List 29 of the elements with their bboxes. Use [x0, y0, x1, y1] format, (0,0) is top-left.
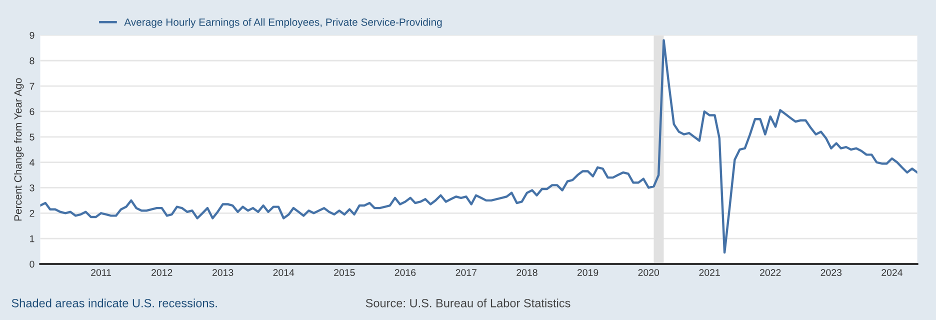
x-tick-label: 2021: [699, 269, 720, 276]
x-tick-label: 2013: [212, 269, 234, 276]
x-tick-label: 2019: [577, 269, 598, 276]
y-tick-label: 3: [30, 184, 34, 192]
x-tick-label: 2011: [91, 269, 112, 276]
source-note: Source: U.S. Bureau of Labor Statistics: [366, 298, 570, 308]
text: Shaded areas indicate U.S. recessions.: [12, 298, 217, 308]
y-tick-label: 1: [30, 235, 34, 242]
line-series: [40, 39, 918, 254]
y-tick-label: 0: [30, 260, 34, 268]
x-tick-label: 2018: [516, 269, 538, 276]
y-tick-label: 7: [30, 82, 34, 90]
y-tick-label: 8: [30, 57, 34, 64]
y-tick-label: 6: [30, 108, 34, 116]
x-tick-label: 2017: [456, 269, 477, 276]
x-tick-label: 2024: [882, 269, 902, 276]
x-tick-label: 2016: [394, 269, 416, 276]
x-tick-label: 2012: [152, 269, 172, 276]
y-tick-label: 5: [30, 134, 34, 141]
x-tick-label: 2022: [760, 269, 781, 276]
x-tick-label: 2015: [334, 269, 355, 276]
y-tick-label: 9: [30, 32, 34, 39]
y-tick-label: 2: [30, 210, 34, 217]
x-tick-label: 2023: [820, 269, 842, 276]
legend-label: Average Hourly Earnings of All Employees, Private Service-Providing: [124, 18, 442, 28]
x-tick-label: 2014: [273, 269, 294, 276]
y-tick-label: 4: [30, 159, 34, 166]
x-tick-label: 2020: [638, 269, 660, 276]
y-axis-title: Percent Change from Year Ago: [14, 78, 24, 221]
